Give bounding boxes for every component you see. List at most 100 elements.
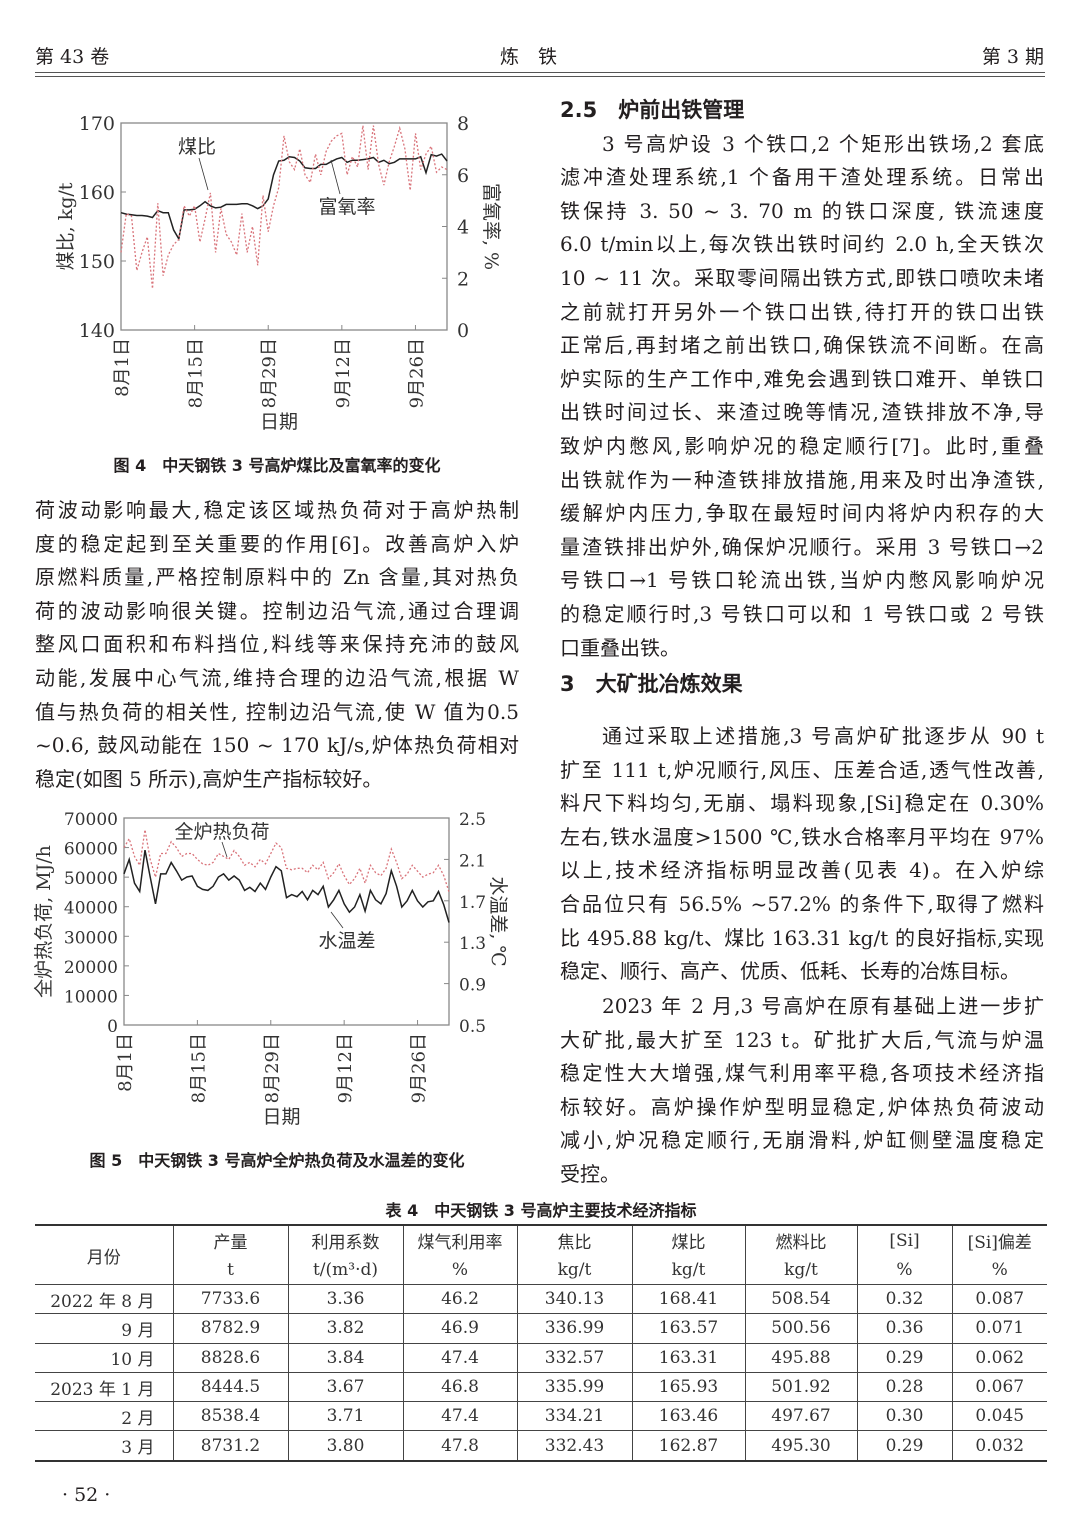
y2-axis-title: 富氧率, % xyxy=(480,183,502,270)
section-heading-3: 3 大矿批冶炼效果 xyxy=(560,672,743,696)
annotation-leader xyxy=(330,159,341,195)
x-tick-label: 9月12日 xyxy=(333,338,354,408)
table-cell: 497.67 xyxy=(744,1401,858,1432)
text-line: 减小,炉况稳定顺行,无崩滑料,炉缸侧壁温度稳定 xyxy=(560,1128,1044,1153)
text-line: 左右,铁水温度>1500 ℃,铁水合格率月平均在 97% xyxy=(560,824,1044,849)
x-tick-label: 8月29日 xyxy=(259,338,280,408)
volume-label: 第 43 卷 xyxy=(35,46,110,68)
text-line: 整风口面积和布料挡位,料线等来保持充沛的鼓风 xyxy=(35,632,519,657)
table-row: 2 月 8538.4 3.71 47.4 334.21 163.46 497.67 0.30 0… xyxy=(35,1401,1047,1432)
row-month: 2 月 xyxy=(35,1401,174,1432)
paragraph-tapping-management: 3 号高炉设 3 个铁口,2 个矩形出铁场,2 套底 滤冲渣处理系统,1 个备用干… xyxy=(560,128,1044,666)
row-month: 2023 年 1 月 xyxy=(35,1371,174,1403)
table-cell: 0.032 xyxy=(951,1430,1047,1462)
plot-frame xyxy=(123,817,450,1026)
table-cell: 334.21 xyxy=(516,1401,633,1432)
paragraph-results: 通过采取上述措施,3 号高炉矿批逐步从 90 t 扩至 111 t,炉况顺行,风压… xyxy=(560,720,1044,989)
table-cell: 495.30 xyxy=(744,1430,858,1462)
column-header-month: 月份 xyxy=(35,1224,174,1285)
table-cell: 47.4 xyxy=(402,1401,518,1432)
y-tick-label: 160 xyxy=(79,182,115,204)
table-cell: 47.8 xyxy=(402,1430,518,1462)
table-cell: 3.84 xyxy=(287,1342,404,1373)
text-line: 度的稳定起到至关重要的作用[6]。改善高炉入炉 xyxy=(35,531,519,556)
row-month: 10 月 xyxy=(35,1342,174,1373)
page-number: · 52 · xyxy=(62,1484,111,1506)
y-tick-label: 20000 xyxy=(64,958,118,978)
x-tick-label: 9月26日 xyxy=(406,338,427,408)
table-cell: 8538.4 xyxy=(172,1401,289,1432)
series-line-全炉热负荷 xyxy=(123,829,450,893)
text-line: 量渣铁排出炉外,确保炉况顺行。采用 3 号铁口→2 xyxy=(560,534,1044,559)
text-line: 以上,技术经济指标明显改善(见表 4)。在入炉综 xyxy=(560,858,1044,883)
table-cell: 3.67 xyxy=(287,1371,404,1403)
table-cell: 3.71 xyxy=(287,1401,404,1432)
table-cell: 0.062 xyxy=(951,1342,1047,1373)
x-tick-label: 8月15日 xyxy=(188,1033,209,1103)
header-rule xyxy=(35,72,1045,73)
table-cell: 332.57 xyxy=(516,1342,633,1373)
y2-axis-title: 水温差, ℃ xyxy=(487,876,509,966)
column-unit: kg/t xyxy=(744,1255,858,1285)
table-row: 10 月 8828.6 3.84 47.4 332.57 163.31 495.88 0.29… xyxy=(35,1342,1047,1373)
table-cell: 0.29 xyxy=(856,1430,953,1462)
text-line: 荷的波动影响很关键。控制边沿气流,通过合理调 xyxy=(35,598,519,623)
row-month: 2022 年 8 月 xyxy=(35,1283,174,1315)
y-tick-label: 40000 xyxy=(64,899,118,919)
table-cell: 46.8 xyxy=(402,1371,518,1403)
text-line: 值与热负荷的相关性, 控制边沿气流,使 W 值为0.5 xyxy=(35,699,519,724)
y2-tick-label: 0.5 xyxy=(459,1017,486,1037)
text-line: 缓解炉内压力,争取在最短时间内将炉内积存的大 xyxy=(560,501,1044,526)
section-heading-2-5: 2.5 炉前出铁管理 xyxy=(560,98,745,122)
table-cell: 0.071 xyxy=(951,1313,1047,1344)
y2-tick-label: 0.9 xyxy=(459,976,486,996)
table-cell: 3.80 xyxy=(287,1430,404,1462)
column-header: 煤气利用率 xyxy=(402,1224,518,1255)
figure-4-chart: 140 150 160 170 0 2 4 6 8 8月1日 8月15日 8月29日 9月12日 9月26… xyxy=(55,113,502,433)
table-cell: 500.56 xyxy=(744,1313,858,1344)
column-header: [Si] xyxy=(856,1224,953,1255)
y-axis-title: 全炉热负荷, MJ/h xyxy=(33,845,55,998)
table-cell: 165.93 xyxy=(631,1371,746,1403)
table-cell: 0.36 xyxy=(856,1313,953,1344)
table-cell: 495.88 xyxy=(744,1342,858,1373)
column-unit: t xyxy=(173,1255,289,1285)
x-tick-label: 9月26日 xyxy=(409,1033,430,1103)
table-cell: 8782.9 xyxy=(172,1313,289,1344)
text-line: 3 号高炉设 3 个铁口,2 个矩形出铁场,2 套底 xyxy=(602,131,1044,156)
text-line: 稳定(如图 5 所示),高炉生产指标较好。 xyxy=(35,766,383,791)
text-line: 受控。 xyxy=(560,1161,620,1186)
text-line: 出铁就作为一种渣铁排放措施,用来及时出净渣铁, xyxy=(560,467,1044,492)
table-cell: 162.87 xyxy=(631,1430,746,1462)
series-line-水温差 xyxy=(123,849,450,923)
y-tick-label: 0 xyxy=(107,1017,118,1037)
series-label: 水温差 xyxy=(318,930,375,952)
y-tick-label: 70000 xyxy=(64,810,118,830)
y-tick-label: 30000 xyxy=(64,928,118,948)
header-rule xyxy=(35,76,1045,77)
table-cell: 168.41 xyxy=(631,1283,746,1315)
x-tick-label: 9月12日 xyxy=(335,1033,356,1103)
x-tick-label: 8月1日 xyxy=(115,1033,136,1092)
table-cell: 8444.5 xyxy=(172,1371,289,1403)
figure-5-caption: 图 5 中天钢铁 3 号高炉全炉热负荷及水温差的变化 xyxy=(89,1151,465,1170)
y2-tick-label: 2.5 xyxy=(459,810,486,830)
text-line: 合品位只有 56.5% ~57.2% 的条件下,取得了燃料 xyxy=(560,891,1044,916)
row-month: 3 月 xyxy=(35,1430,174,1462)
text-line: 的稳定顺行时,3 号铁口可以和 1 号铁口或 2 号铁 xyxy=(560,601,1044,626)
table-4: 月份 产量 利用系数 煤气利用率 焦比 煤比 燃料比 [Si] [Si]偏差 t t/(m³·d)… xyxy=(35,1224,1047,1462)
annotation-leader xyxy=(221,841,228,858)
table-cell: 3.82 xyxy=(287,1313,404,1344)
x-tick-label: 8月29日 xyxy=(262,1033,283,1103)
paragraph-2023: 2023 年 2 月,3 号高炉在原有基础上进一步扩 大矿批,最大扩至 123 t… xyxy=(560,990,1044,1192)
text-line: ~0.6, 鼓风动能在 150 ~ 170 kJ/s,炉体热负荷相对 xyxy=(35,733,519,758)
table-cell: 336.99 xyxy=(516,1313,633,1344)
y2-tick-label: 2.1 xyxy=(459,851,486,871)
figure-5-chart: 0 10000 20000 30000 40000 50000 60000 70000 0.5 0… xyxy=(33,810,509,1128)
text-line: 原燃料质量,严格控制原料中的 Zn 含量,其对热负 xyxy=(35,565,519,590)
text-line: 稳定、顺行、高产、优质、低耗、长寿的冶炼目标。 xyxy=(560,959,1020,984)
text-line: 标较好。高炉操作炉型明显稳定,炉体热负荷波动 xyxy=(560,1094,1044,1119)
x-tick-label: 8月1日 xyxy=(112,338,133,397)
table-cell: 0.29 xyxy=(856,1342,953,1373)
text-line: 口重叠出铁。 xyxy=(560,635,680,660)
